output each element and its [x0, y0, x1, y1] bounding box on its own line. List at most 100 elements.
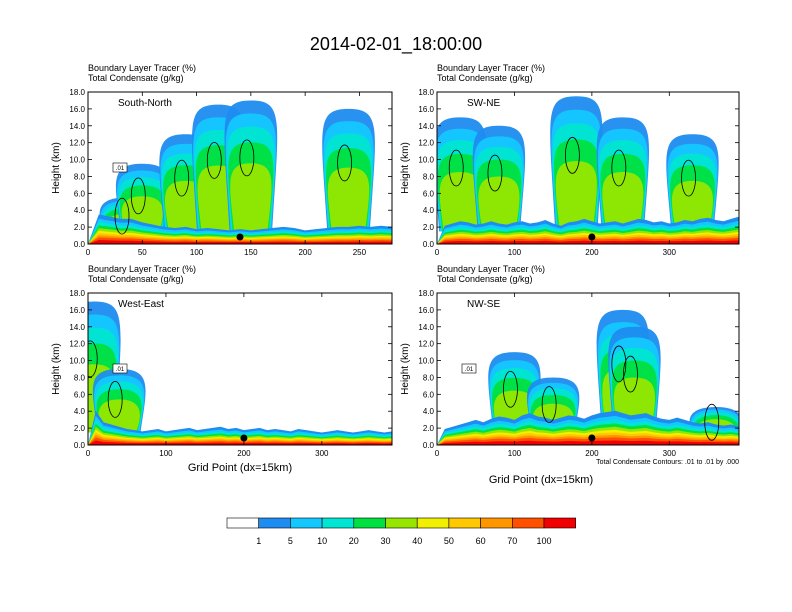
- colorbar-swatch-5: [385, 517, 418, 529]
- plot-fill: [88, 301, 392, 445]
- contour-1: [541, 386, 557, 423]
- y-tick-label: 2.0: [74, 424, 86, 433]
- x-tick-label: 300: [663, 248, 677, 257]
- y-tick-label: 6.0: [74, 189, 86, 198]
- x-tick-label: 0: [435, 248, 440, 257]
- y-tick-label: 10.0: [69, 357, 85, 366]
- x-axis-title-left: Grid Point (dx=15km): [188, 462, 292, 474]
- center-marker: [588, 434, 596, 442]
- colorbar-swatch-4: [353, 517, 386, 529]
- y-tick-label: 2.0: [74, 223, 86, 232]
- panel-sw-ne: SW-NE Boundary Layer Tracer (%)Total Cond…: [400, 63, 740, 257]
- colorbar-swatch-3: [321, 517, 355, 529]
- plot-frame: [436, 91, 740, 245]
- contour-4: [681, 159, 696, 197]
- field-label-tracer: Boundary Layer Tracer (%): [437, 264, 545, 274]
- contour-1: [107, 380, 123, 418]
- y-tick-label: 16.0: [418, 306, 434, 315]
- field-label-tracer: Boundary Layer Tracer (%): [88, 63, 196, 73]
- contour-label: .01: [116, 367, 125, 373]
- field-label-tracer: Boundary Layer Tracer (%): [88, 264, 196, 274]
- colorbar-swatch-7: [448, 517, 481, 529]
- colorbar-swatch-8: [480, 517, 513, 529]
- x-tick-label: 100: [508, 449, 522, 458]
- y-tick-label: 18.0: [69, 289, 85, 298]
- contour-2: [564, 136, 580, 174]
- y-tick-label: 14.0: [69, 122, 85, 131]
- contour-4: [704, 403, 720, 441]
- colorbar-swatch-0: [226, 517, 260, 529]
- plume-1-band-5: [478, 176, 520, 232]
- field-label-condensate: Total Condensate (g/kg): [88, 73, 184, 83]
- contour-3: [623, 355, 638, 393]
- contour-3: [611, 149, 627, 187]
- contour-note: Total Condensate Contours: .01 to .01 by…: [596, 459, 739, 466]
- x-tick-label: 250: [353, 248, 367, 257]
- contour-label-box: [112, 363, 128, 374]
- contour-0: [114, 197, 130, 235]
- x-tick-label: 100: [508, 248, 522, 257]
- panel-label: NW-SE: [467, 299, 500, 310]
- colorbar-level-label: 60: [476, 536, 486, 546]
- figure-title: 2014-02-01_18:00:00: [310, 34, 482, 55]
- y-tick-label: 8.0: [74, 373, 86, 382]
- colorbar-level-label: 10: [317, 536, 327, 546]
- plot-fill: [437, 309, 739, 445]
- x-tick-label: 50: [138, 248, 147, 257]
- x-tick-label: 0: [86, 248, 91, 257]
- y-tick-label: 14.0: [69, 323, 85, 332]
- y-tick-label: 6.0: [74, 390, 86, 399]
- contour-label: .01: [465, 367, 474, 373]
- y-tick-label: 0.0: [423, 240, 435, 249]
- y-tick-label: 16.0: [69, 105, 85, 114]
- x-tick-label: 200: [585, 248, 599, 257]
- contour-3: [206, 141, 222, 179]
- colorbar-level-label: 100: [536, 536, 551, 546]
- boundary-layer-band-10: [437, 240, 739, 244]
- plot-frame: [87, 292, 393, 446]
- panel-label: SW-NE: [467, 98, 500, 109]
- y-tick-label: 10.0: [69, 156, 85, 165]
- y-tick-label: 12.0: [69, 340, 85, 349]
- center-marker: [236, 233, 244, 241]
- plot-frame: [436, 292, 740, 446]
- y-tick-label: 10.0: [418, 156, 434, 165]
- x-tick-label: 150: [244, 248, 258, 257]
- center-marker: [588, 233, 596, 241]
- contour-0: [503, 370, 518, 408]
- y-tick-label: 18.0: [69, 88, 85, 97]
- colorbar-swatch-2: [290, 517, 323, 529]
- plume-5-band-5: [327, 167, 370, 232]
- contour-label: .01: [116, 166, 125, 172]
- boundary-layer-band-10: [437, 440, 739, 445]
- y-tick-label: 4.0: [74, 407, 86, 416]
- contour-0: [88, 340, 98, 378]
- y-tick-label: 14.0: [418, 122, 434, 131]
- y-tick-label: 0.0: [74, 240, 86, 249]
- x-axis-title-right: Grid Point (dx=15km): [489, 474, 593, 486]
- y-tick-label: 12.0: [418, 139, 434, 148]
- x-tick-label: 0: [435, 449, 440, 458]
- x-tick-label: 300: [663, 449, 677, 458]
- colorbar-level-label: 50: [444, 536, 454, 546]
- y-tick-label: 0.0: [74, 441, 86, 450]
- colorbar-level-label: 5: [288, 536, 293, 546]
- plot-frame: [87, 91, 393, 245]
- colorbar-swatch-6: [416, 517, 450, 529]
- y-tick-label: 16.0: [418, 105, 434, 114]
- y-axis-title: Height (km): [51, 343, 62, 395]
- y-tick-label: 0.0: [423, 441, 435, 450]
- plume-3-band-5: [602, 172, 644, 232]
- field-label-condensate: Total Condensate (g/kg): [437, 274, 533, 284]
- y-axis-title: Height (km): [51, 142, 62, 194]
- colorbar-level-label: 30: [380, 536, 390, 546]
- colorbar: 1 5 10 20 30 40 50 60 70 100: [226, 517, 577, 546]
- y-tick-label: 12.0: [69, 139, 85, 148]
- y-tick-label: 16.0: [69, 306, 85, 315]
- contour-label-box: [112, 162, 128, 173]
- colorbar-level-label: 70: [507, 536, 517, 546]
- y-tick-label: 18.0: [418, 289, 434, 298]
- plot-fill: [437, 96, 739, 244]
- y-axis-title: Height (km): [400, 343, 411, 395]
